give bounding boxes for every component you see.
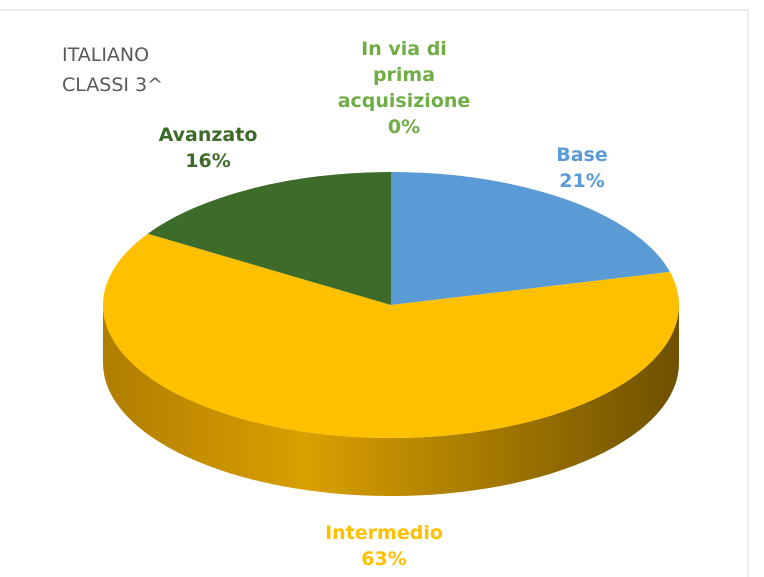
category-label: Base — [556, 144, 608, 166]
slice — [103, 233, 680, 438]
slice-side — [103, 305, 679, 496]
slice — [147, 172, 391, 305]
chart-title: ITALIANO CLASSI 3^ — [62, 44, 164, 96]
category-label: In via di prima acquisizione — [337, 38, 471, 112]
value-label: 63% — [361, 548, 407, 570]
value-label: 16% — [185, 150, 231, 172]
data-label: Intermedio 63% — [325, 520, 443, 572]
data-label: Base 21% — [556, 142, 608, 194]
data-label: In via di prima acquisizione 0% — [338, 36, 471, 140]
value-label: 21% — [559, 170, 605, 192]
slice — [391, 172, 670, 305]
category-label: Intermedio — [325, 522, 443, 544]
value-label: 0% — [387, 116, 421, 138]
chart-border — [0, 9, 749, 577]
category-label: Avanzato — [158, 124, 258, 146]
data-label: Avanzato 16% — [159, 122, 258, 174]
